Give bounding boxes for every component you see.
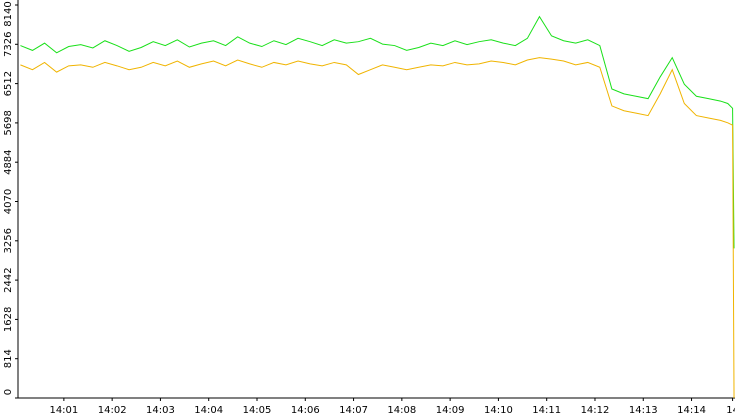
x-tick-label: 14:10 <box>484 405 513 415</box>
x-tick-label: 14:01 <box>49 405 78 415</box>
series-line <box>20 15 735 249</box>
x-tick-label: 14:12 <box>581 405 610 415</box>
x-tick-label: 14:13 <box>629 405 658 415</box>
y-tick-label: 5698 <box>3 110 14 135</box>
y-tick-label: 1628 <box>3 307 14 332</box>
x-tick-label: 14:09 <box>436 405 465 415</box>
x-tick-label: 14:04 <box>194 405 223 415</box>
series-line <box>20 57 735 399</box>
x-tick-label: 14 <box>726 405 735 415</box>
y-tick-label: 814 <box>3 349 14 368</box>
x-tick-label: 14:08 <box>387 405 416 415</box>
y-tick-label: 7326 <box>3 32 14 57</box>
y-tick-label: 2442 <box>3 267 14 292</box>
x-tick-label: 14:07 <box>339 405 368 415</box>
x-tick-label: 14:03 <box>146 405 175 415</box>
y-tick-label: 3256 <box>3 228 14 253</box>
x-tick-label: 14:06 <box>291 405 320 415</box>
x-tick-label: 14:14 <box>677 405 706 415</box>
y-tick-label: 4070 <box>3 189 14 214</box>
y-tick-label: 4884 <box>3 149 14 174</box>
x-tick-label: 14:05 <box>243 405 272 415</box>
y-tick-label: 8140 <box>3 1 14 26</box>
y-tick-label: 6512 <box>3 71 14 96</box>
x-tick-label: 14:02 <box>98 405 127 415</box>
x-tick-label: 14:11 <box>532 405 561 415</box>
y-tick-label: 0 <box>3 389 14 395</box>
